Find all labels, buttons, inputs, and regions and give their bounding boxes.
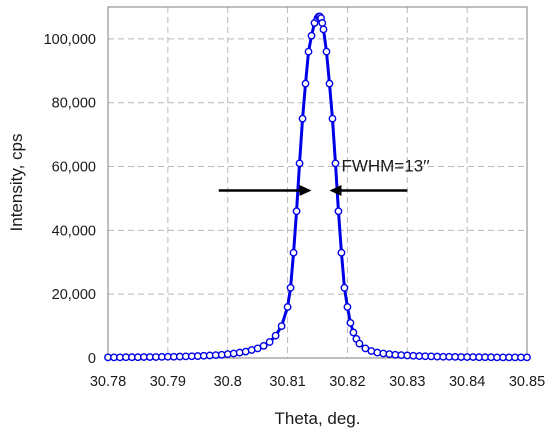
y-tick-label: 60,000 <box>52 160 96 176</box>
y-tick-label: 20,000 <box>52 287 96 303</box>
y-axis-tick-labels: 0 20,000 40,000 60,000 80,000 100,000 <box>44 32 96 367</box>
x-tick-label: 30.78 <box>90 374 126 390</box>
series-line <box>108 15 527 359</box>
data-point <box>349 328 358 337</box>
y-tick-label: 100,000 <box>44 32 96 48</box>
data-point <box>301 79 310 88</box>
x-tick-label: 30.81 <box>269 374 305 390</box>
data-point <box>322 47 331 56</box>
data-point <box>318 19 327 27</box>
x-axis-title: Theta, deg. <box>274 409 360 428</box>
data-point <box>307 31 316 40</box>
data-point <box>343 303 352 311</box>
y-tick-label: 80,000 <box>52 96 96 112</box>
data-point <box>319 25 328 34</box>
x-tick-label: 30.82 <box>329 374 365 390</box>
y-axis-title: Intensity, cps <box>7 134 26 232</box>
data-point <box>289 248 298 257</box>
x-tick-label: 30.83 <box>389 374 425 390</box>
x-tick-label: 30.84 <box>449 374 485 390</box>
x-tick-label: 30.8 <box>214 374 242 390</box>
data-point <box>331 159 340 168</box>
data-point <box>523 353 531 362</box>
data-point <box>259 341 268 350</box>
fwhm-annotation-label: FWHM=13′′ <box>341 156 429 175</box>
series-layer <box>104 12 531 362</box>
data-point <box>295 159 304 168</box>
data-point <box>304 47 313 56</box>
data-point <box>283 303 292 311</box>
data-point <box>334 207 343 216</box>
data-point <box>340 283 349 292</box>
data-point <box>271 331 280 340</box>
fwhm-arrow-head <box>329 184 342 196</box>
data-point <box>298 114 307 123</box>
x-axis-tick-labels: 30.78 30.79 30.8 30.81 30.82 30.83 30.84 30.85 <box>90 374 545 390</box>
data-point <box>265 338 274 346</box>
y-tick-label: 40,000 <box>52 223 96 239</box>
data-point <box>292 207 301 216</box>
fwhm-arrow-head <box>299 184 312 196</box>
data-point <box>325 79 334 88</box>
data-point <box>355 339 364 348</box>
data-point <box>346 318 355 327</box>
x-tick-label: 30.85 <box>509 374 545 390</box>
plot-area-frame <box>107 6 528 359</box>
data-point <box>286 283 295 292</box>
annotation-layer: FWHM=13′′ <box>218 156 430 196</box>
data-point <box>337 248 346 257</box>
data-point <box>277 322 286 330</box>
x-tick-label: 30.79 <box>150 374 186 390</box>
grid <box>107 7 528 358</box>
data-point <box>328 114 337 123</box>
y-tick-label: 0 <box>88 351 96 367</box>
